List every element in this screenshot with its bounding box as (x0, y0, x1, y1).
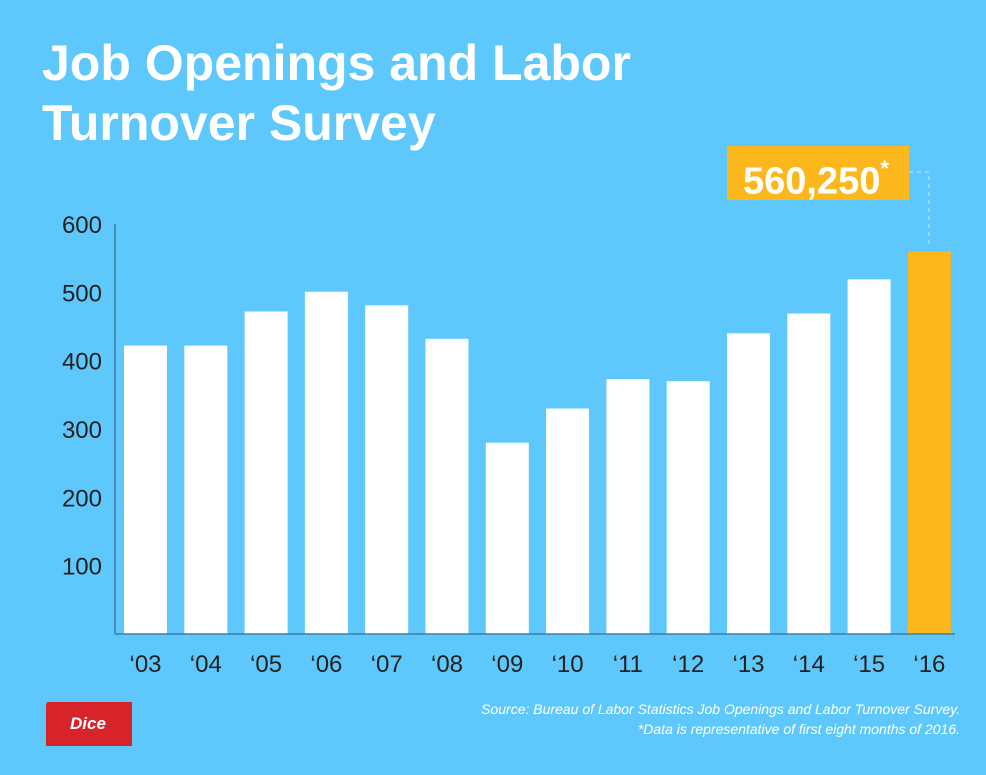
bar-9 (666, 381, 710, 634)
highlight-callout: 560,250* (727, 146, 909, 203)
source-line-2: *Data is representative of first eight m… (637, 721, 960, 737)
callout-connector (909, 171, 930, 244)
source-note: Source: Bureau of Labor Statistics Job O… (481, 699, 960, 739)
bar-11 (787, 313, 831, 634)
x-tick-label: ‘03 (129, 651, 161, 678)
source-line-1: Source: Bureau of Labor Statistics Job O… (481, 701, 960, 717)
bar-13 (907, 251, 951, 634)
callout-asterisk: * (880, 156, 889, 181)
callout-value: 560,250 (743, 160, 881, 203)
bar-12 (847, 279, 891, 634)
y-tick-label: 300 (62, 417, 102, 444)
title-line-1: Job Openings and Labor (42, 35, 631, 91)
bar-4 (365, 305, 409, 634)
bar-0 (124, 345, 167, 634)
logo-text: Dice (70, 714, 106, 733)
y-tick-label: 100 (62, 554, 102, 581)
x-tick-label: ‘14 (793, 651, 825, 678)
bar-6 (485, 442, 529, 634)
x-tick-label: ‘10 (552, 651, 584, 678)
bar-3 (304, 291, 348, 634)
x-tick-label: ‘15 (853, 651, 885, 678)
bar-5 (425, 338, 469, 634)
y-tick-label: 400 (62, 349, 102, 376)
x-tick-label: ‘13 (732, 651, 764, 678)
bars-group (124, 251, 951, 634)
x-tick-label: ‘12 (672, 651, 704, 678)
page-title: Job Openings and Labor Turnover Survey (42, 33, 742, 153)
x-tick-label: ‘11 (613, 651, 643, 678)
bar-2 (244, 311, 288, 634)
y-tick-label: 600 (62, 212, 102, 239)
x-tick-label: ‘07 (371, 651, 403, 678)
dice-logo: Dice (44, 702, 132, 752)
bar-7 (546, 408, 590, 634)
y-tick-label: 200 (62, 485, 102, 512)
x-tick-label: ‘06 (310, 651, 342, 678)
x-tick-label: ‘08 (431, 651, 463, 678)
y-tick-label: 500 (62, 280, 102, 307)
bar-8 (606, 379, 650, 634)
logo-badge-icon (46, 702, 132, 752)
title-line-2: Turnover Survey (42, 95, 436, 151)
y-axis-ticks: 100 200 300 400 500 600 (62, 212, 102, 581)
x-tick-label: ‘09 (491, 651, 523, 678)
bar-1 (184, 345, 228, 634)
x-tick-label: ‘04 (190, 651, 222, 678)
x-tick-label: ‘16 (913, 651, 945, 678)
x-tick-label: ‘05 (250, 651, 282, 678)
bar-10 (727, 333, 770, 634)
x-axis-ticks: ‘03 ‘04 ‘05 ‘06 ‘07 ‘08 ‘09 ‘10 ‘11 ‘12 ‘13 ‘14 ‘15 ‘… (129, 651, 945, 678)
